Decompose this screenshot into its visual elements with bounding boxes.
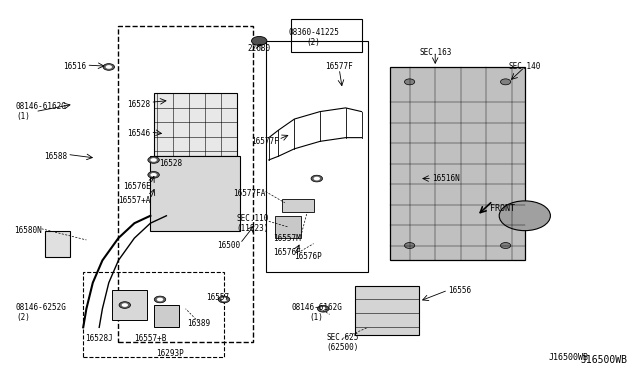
Bar bbox=[154, 305, 179, 327]
Circle shape bbox=[218, 296, 230, 303]
Text: 16580N: 16580N bbox=[14, 226, 42, 235]
Text: 16556: 16556 bbox=[448, 286, 471, 295]
Text: SEC.163: SEC.163 bbox=[419, 48, 451, 57]
Circle shape bbox=[103, 64, 115, 70]
Bar bbox=[112, 290, 147, 320]
Text: 16557+A: 16557+A bbox=[118, 196, 150, 205]
Text: 16528: 16528 bbox=[159, 159, 182, 168]
Circle shape bbox=[500, 79, 511, 85]
Text: 16528J: 16528J bbox=[85, 334, 113, 343]
Text: J16500WB: J16500WB bbox=[549, 353, 589, 362]
Circle shape bbox=[150, 173, 157, 177]
Text: SEC.625
(62500): SEC.625 (62500) bbox=[326, 333, 358, 352]
Text: 16389: 16389 bbox=[187, 319, 210, 328]
Text: FRONT: FRONT bbox=[490, 204, 515, 213]
Text: SEC.110
(11823): SEC.110 (11823) bbox=[236, 214, 269, 233]
Circle shape bbox=[311, 175, 323, 182]
Circle shape bbox=[314, 177, 320, 180]
Bar bbox=[150, 156, 240, 231]
Circle shape bbox=[404, 243, 415, 248]
Text: 08146-6162G
(1): 08146-6162G (1) bbox=[291, 303, 342, 322]
Circle shape bbox=[252, 36, 267, 45]
Bar bbox=[154, 93, 237, 156]
Text: 16577F: 16577F bbox=[325, 62, 353, 71]
Bar bbox=[45, 231, 70, 257]
Circle shape bbox=[320, 307, 326, 311]
Text: 16500: 16500 bbox=[217, 241, 240, 250]
Text: 22680: 22680 bbox=[248, 44, 271, 53]
Text: 16588: 16588 bbox=[44, 152, 67, 161]
Text: 16516: 16516 bbox=[63, 62, 86, 71]
Text: 16293P: 16293P bbox=[156, 349, 184, 358]
Circle shape bbox=[404, 79, 415, 85]
Bar bbox=[390, 67, 525, 260]
Bar bbox=[282, 199, 314, 212]
Circle shape bbox=[122, 303, 128, 307]
Circle shape bbox=[157, 298, 163, 301]
Text: 16528: 16528 bbox=[127, 100, 150, 109]
Text: 08146-6162G
(1): 08146-6162G (1) bbox=[16, 102, 67, 121]
Circle shape bbox=[148, 157, 159, 163]
Text: J16500WB: J16500WB bbox=[580, 355, 627, 365]
Text: 16557: 16557 bbox=[206, 293, 229, 302]
Text: 16577FA: 16577FA bbox=[233, 189, 266, 198]
Text: 16576E: 16576E bbox=[123, 182, 150, 190]
Text: 16576F: 16576F bbox=[273, 248, 301, 257]
Circle shape bbox=[148, 171, 159, 178]
Text: 16577F: 16577F bbox=[251, 137, 278, 146]
Circle shape bbox=[317, 305, 329, 312]
Circle shape bbox=[154, 296, 166, 303]
Circle shape bbox=[499, 201, 550, 231]
Circle shape bbox=[221, 298, 227, 301]
Text: 08146-6252G
(2): 08146-6252G (2) bbox=[16, 303, 67, 322]
Text: SEC.140: SEC.140 bbox=[509, 62, 541, 71]
Text: 16516N: 16516N bbox=[432, 174, 460, 183]
Text: 16546: 16546 bbox=[127, 129, 150, 138]
Bar bbox=[355, 286, 419, 335]
Circle shape bbox=[106, 65, 112, 69]
Bar bbox=[275, 216, 301, 238]
Circle shape bbox=[150, 158, 157, 162]
Text: 16557+B: 16557+B bbox=[134, 334, 166, 343]
Circle shape bbox=[500, 243, 511, 248]
Text: 16557M: 16557M bbox=[273, 234, 301, 243]
Text: 16576P: 16576P bbox=[294, 252, 322, 261]
Circle shape bbox=[119, 302, 131, 308]
Text: 08360-41225
(2): 08360-41225 (2) bbox=[288, 28, 339, 47]
